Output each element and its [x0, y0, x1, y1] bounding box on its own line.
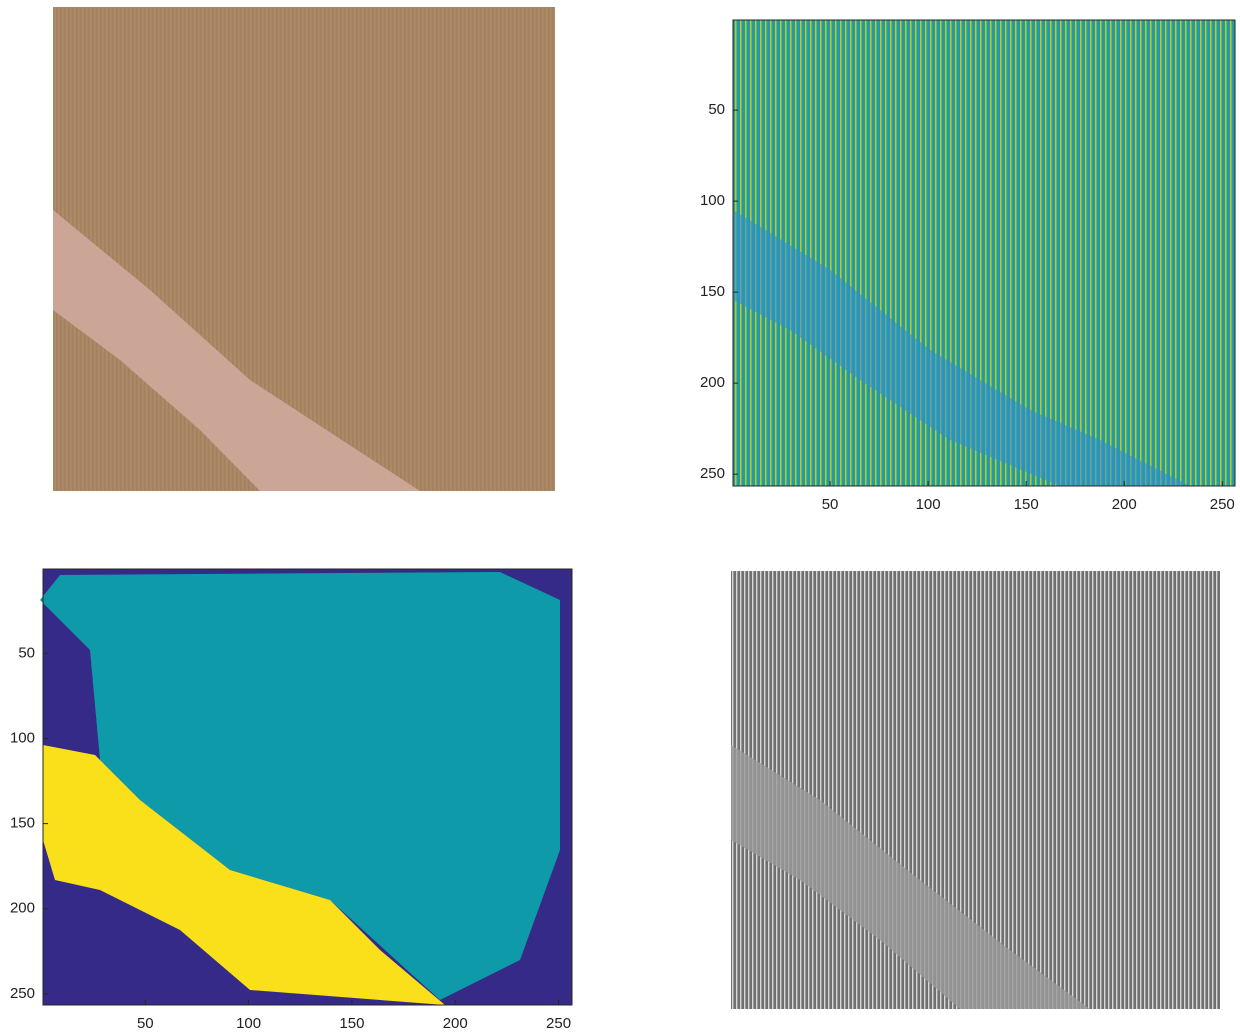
- x-tick-label: 100: [916, 496, 941, 513]
- y-tick-label: 250: [700, 465, 725, 482]
- panel-rgb: [53, 7, 555, 491]
- y-tick-label: 150: [10, 815, 35, 832]
- y-tick-label: 150: [700, 283, 725, 300]
- x-tick-label: 250: [546, 1015, 571, 1032]
- y-tick-label: 250: [10, 985, 35, 1002]
- x-tick-label: 200: [1112, 496, 1137, 513]
- y-tick-label: 50: [708, 101, 725, 118]
- panel-classes: [40, 569, 572, 1005]
- y-tick-label: 100: [10, 729, 35, 746]
- y-tick-label: 100: [700, 192, 725, 209]
- y-tick-label: 50: [18, 644, 35, 661]
- x-tick-label: 150: [339, 1015, 364, 1032]
- x-tick-label: 50: [822, 496, 839, 513]
- x-tick-label: 50: [137, 1015, 154, 1032]
- figure: 50 100 150 200 250 50 100 150 200 250 50 100 150 200 2…: [0, 0, 1240, 1036]
- panel-gray: [731, 571, 1220, 1009]
- x-tick-label: 150: [1014, 496, 1039, 513]
- panel-index: [733, 20, 1235, 486]
- x-tick-label: 250: [1210, 496, 1235, 513]
- x-tick-label: 200: [443, 1015, 468, 1032]
- y-tick-label: 200: [10, 900, 35, 917]
- y-tick-label: 200: [700, 374, 725, 391]
- x-tick-label: 100: [236, 1015, 261, 1032]
